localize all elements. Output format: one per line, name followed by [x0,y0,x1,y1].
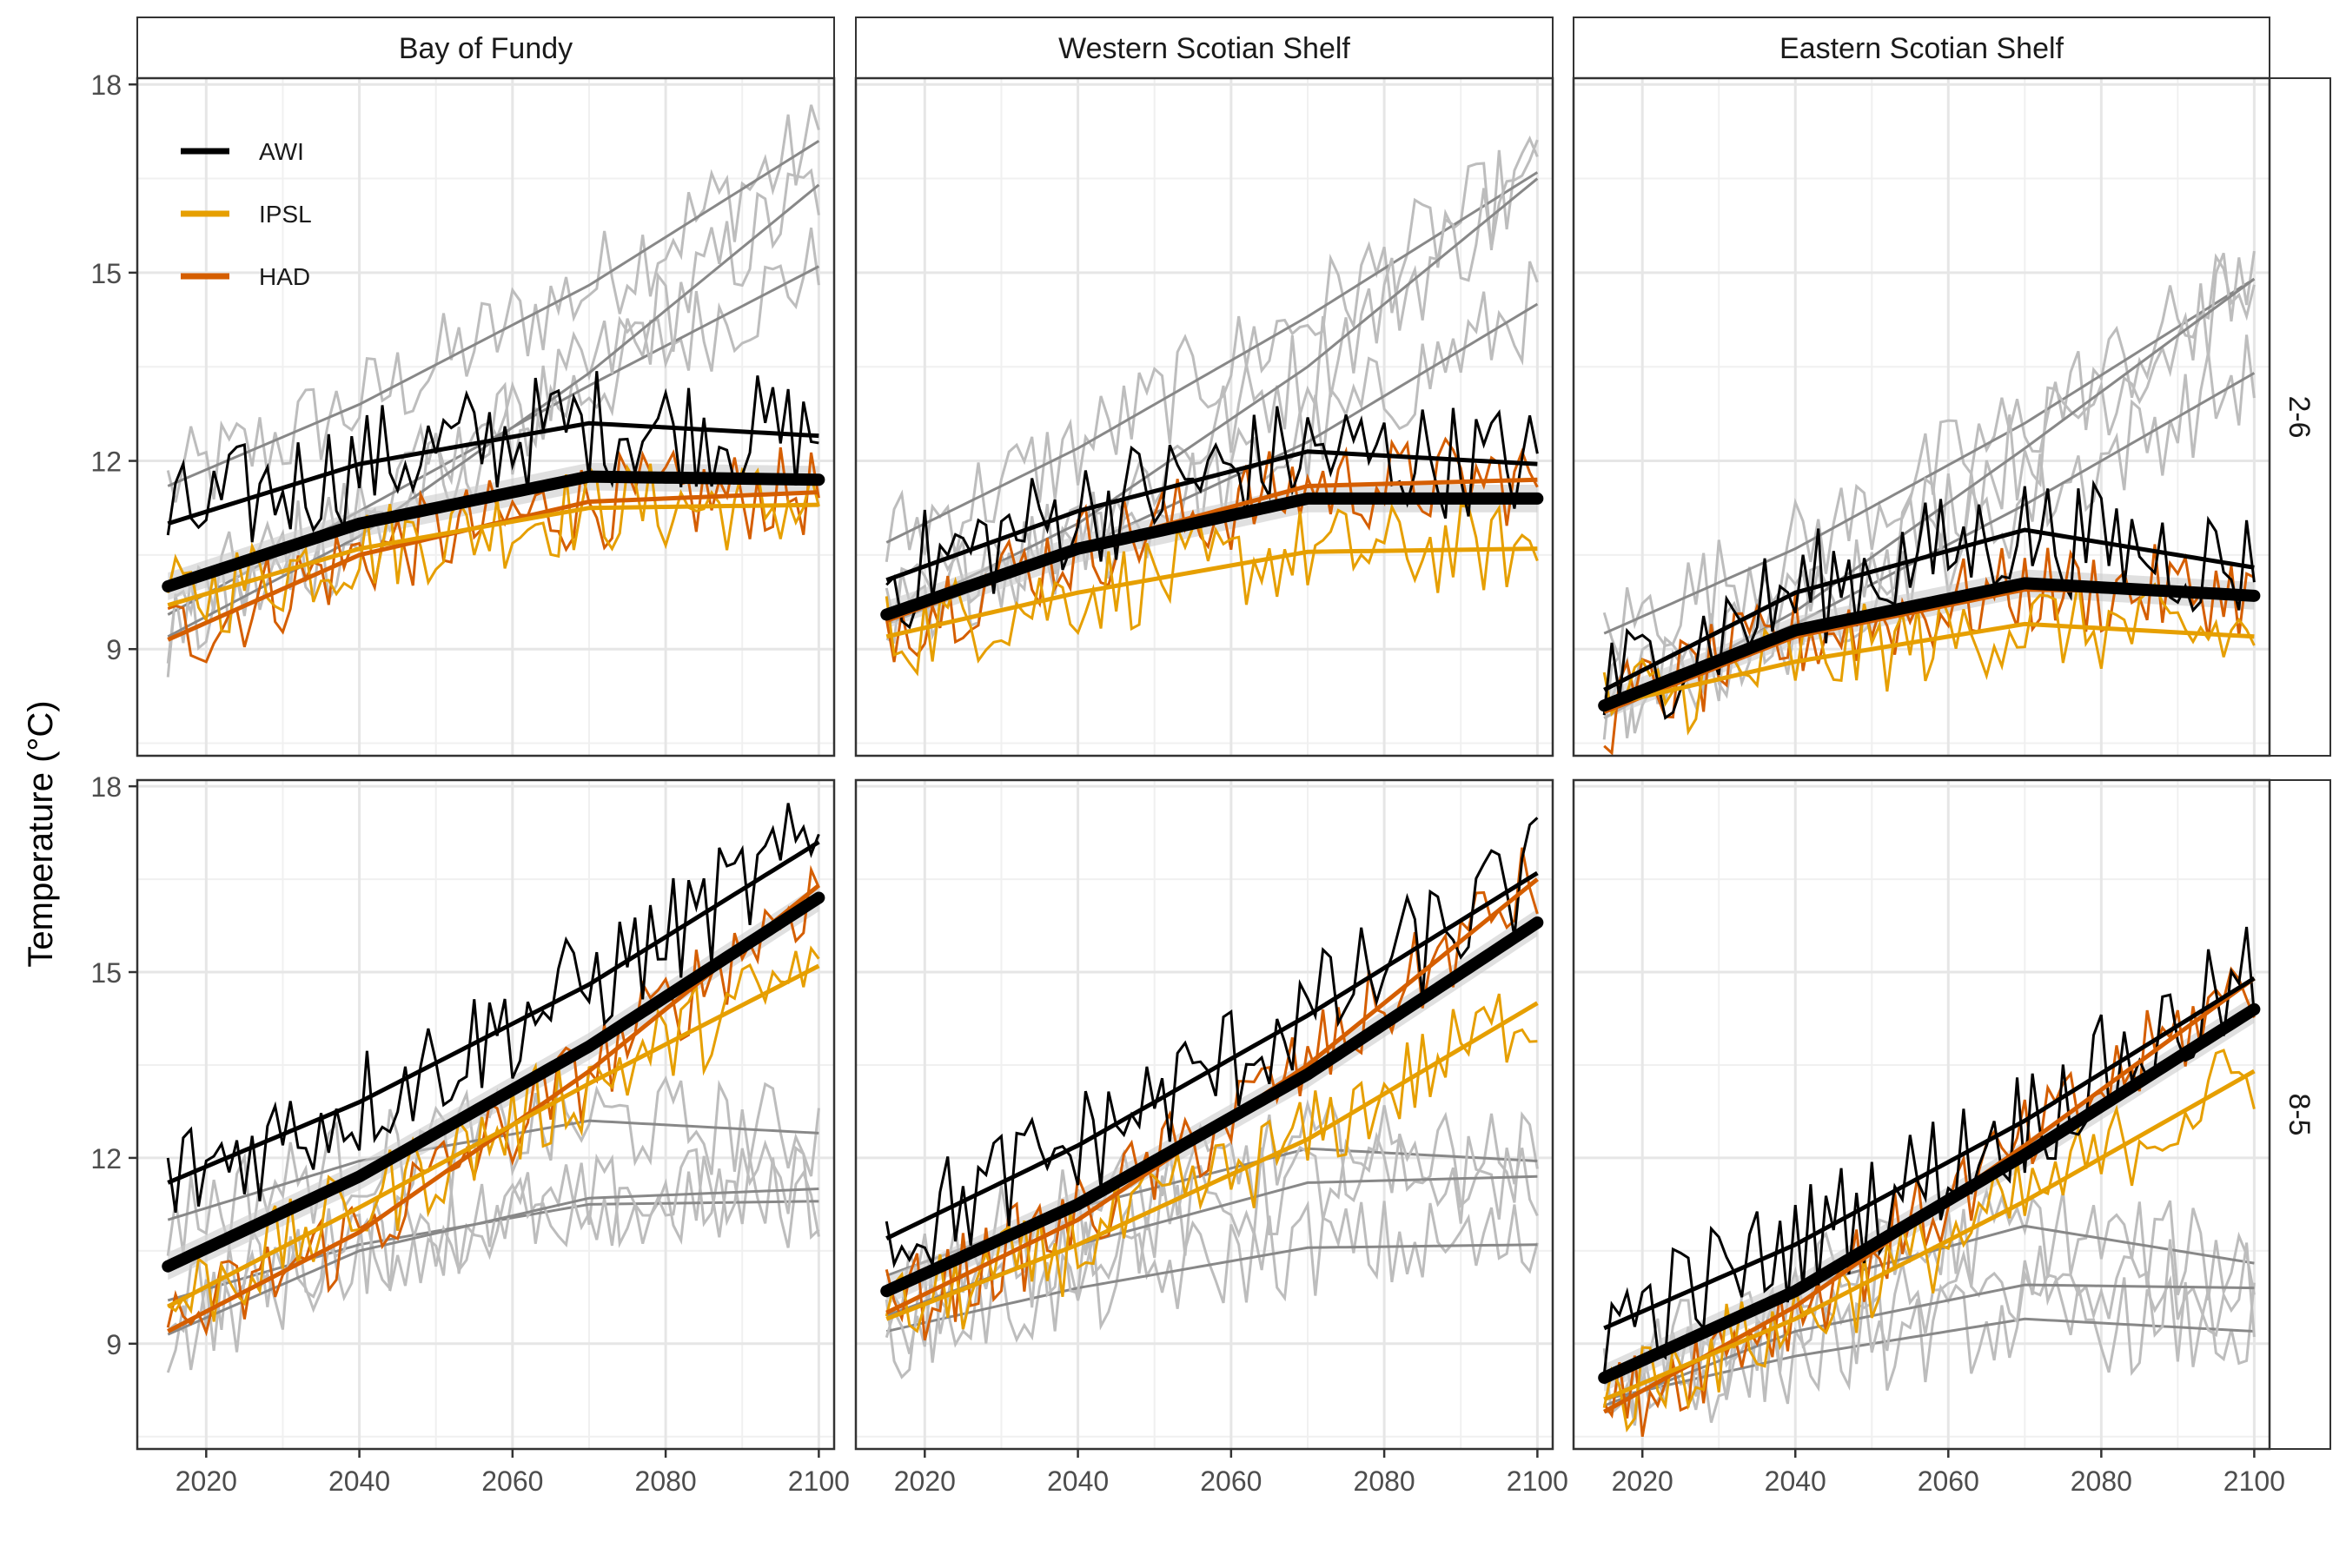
other-scenario-fit-line [1603,1283,2255,1407]
x-tick-label: 2100 [788,1465,850,1497]
panel-border [1572,778,2271,1451]
ensemble-mean-ribbon [168,883,819,1280]
facet-strip-1 [855,17,1554,79]
panel-eastern-scotian-shelf-2-6 [1572,76,2271,758]
y-tick-label: 18 [90,771,122,803]
awi-annual-line [166,803,820,1214]
ipsl-fit-line [167,502,819,608]
panel-background [856,780,1553,1449]
panel-border [854,76,1554,758]
panel-background [856,78,1553,756]
legend-label: IPSL [259,201,312,228]
other-scenario-fit-line [167,139,820,487]
ipsl-fit-line [1603,1068,2256,1402]
facet-strip-label: Eastern Scotian Shelf [1779,32,2064,65]
x-tick-label: 2060 [1918,1465,1979,1497]
other-scenario-fit-line [1603,1317,2255,1401]
other-scenario-annual-line [885,136,1539,563]
x-tick-label: 2040 [328,1465,390,1497]
y-tick-label: 9 [106,634,122,665]
panel-eastern-scotian-shelf-8-5: 2020 2040 2060 2080 2100 [1572,778,2285,1497]
x-tick-label: 2080 [635,1465,697,1497]
x-tick-label: 2080 [1354,1465,1415,1497]
ipsl-fit-line [167,963,820,1309]
awi-fit-line [885,449,1538,583]
y-axis-title: Temperature (°C) [22,700,60,967]
had-annual-line [885,847,1539,1341]
row-strip-1 [2269,779,2331,1450]
panel-western-scotian-shelf-2-6 [854,76,1554,758]
facet-strip-label: Western Scotian Shelf [1058,32,1350,65]
x-tick-label: 2100 [1507,1465,1568,1497]
row-strip-label: 2-6 [2283,395,2316,438]
panel-bay-of-fundy-2-6: 9 12 15 18 [90,69,836,758]
other-scenario-fit-line [885,1243,1538,1333]
x-tick-label: 2100 [2223,1465,2285,1497]
x-tick-label: 2080 [2071,1465,2132,1497]
facet-strip-2 [1573,17,2270,79]
panel-border [136,76,836,758]
other-scenario-annual-line [1603,1268,2256,1426]
legend: AWI IPSL HAD [181,138,312,290]
row-strip-0 [2269,77,2331,757]
other-scenario-annual-line [166,1139,820,1373]
ensemble-mean-ribbon [886,909,1538,1305]
facet-strip-label: Bay of Fundy [399,32,573,65]
panel-western-scotian-shelf-8-5: 2020 2040 2060 2080 2100 [854,778,1568,1497]
ipsl-annual-line [885,503,1539,677]
panel-border [854,778,1554,1451]
ipsl-fit-line [1603,621,2255,708]
other-scenario-annual-line [885,261,1539,645]
ensemble-mean-line [1598,577,2261,712]
x-tick-label: 2020 [176,1465,237,1497]
awi-annual-line [885,817,1539,1270]
x-tick-label: 2020 [894,1465,956,1497]
legend-label: HAD [259,263,310,290]
ensemble-mean-ribbon [1604,996,2255,1392]
ensemble-mean-line [880,492,1544,621]
panel-bay-of-fundy-8-5: 9 12 15 18 2020 2040 2060 2080 2100 [90,771,850,1497]
ipsl-annual-line [1602,1049,2256,1433]
y-tick-label: 18 [90,69,122,101]
panel-background [137,78,834,756]
other-scenario-annual-line [166,104,820,503]
x-tick-label: 2060 [1200,1465,1262,1497]
awi-fit-line [167,840,820,1185]
awi-fit-line [885,870,1539,1241]
ipsl-fit-line [885,546,1538,639]
ipsl-fit-line [885,1001,1539,1321]
ipsl-annual-line [885,993,1538,1333]
other-scenario-fit-line [885,171,1539,544]
y-tick-label: 9 [106,1329,122,1360]
y-tick-label: 12 [90,1143,122,1174]
ensemble-mean-line [162,470,825,592]
ensemble-mean-line [162,891,825,1273]
awi-fit-line [1603,976,2256,1331]
facet-strip-0 [136,17,835,79]
legend-label: AWI [259,138,304,165]
other-scenario-fit-line [167,1188,819,1336]
row-strip-label: 8-5 [2283,1093,2316,1135]
panel-border [136,778,836,1451]
awi-fit-line [1603,527,2255,692]
y-tick-label: 15 [90,258,122,289]
ensemble-mean-line [880,916,1544,1298]
x-tick-label: 2060 [481,1465,543,1497]
ensemble-mean-line [1598,1002,2261,1385]
y-tick-label: 15 [90,957,122,989]
y-tick-label: 12 [90,447,122,478]
x-tick-label: 2040 [1765,1465,1826,1497]
awi-fit-line [167,420,819,526]
panel-border [1572,76,2271,758]
other-scenario-fit-line [1603,277,2256,635]
x-tick-label: 2040 [1047,1465,1109,1497]
x-tick-label: 2020 [1612,1465,1673,1497]
